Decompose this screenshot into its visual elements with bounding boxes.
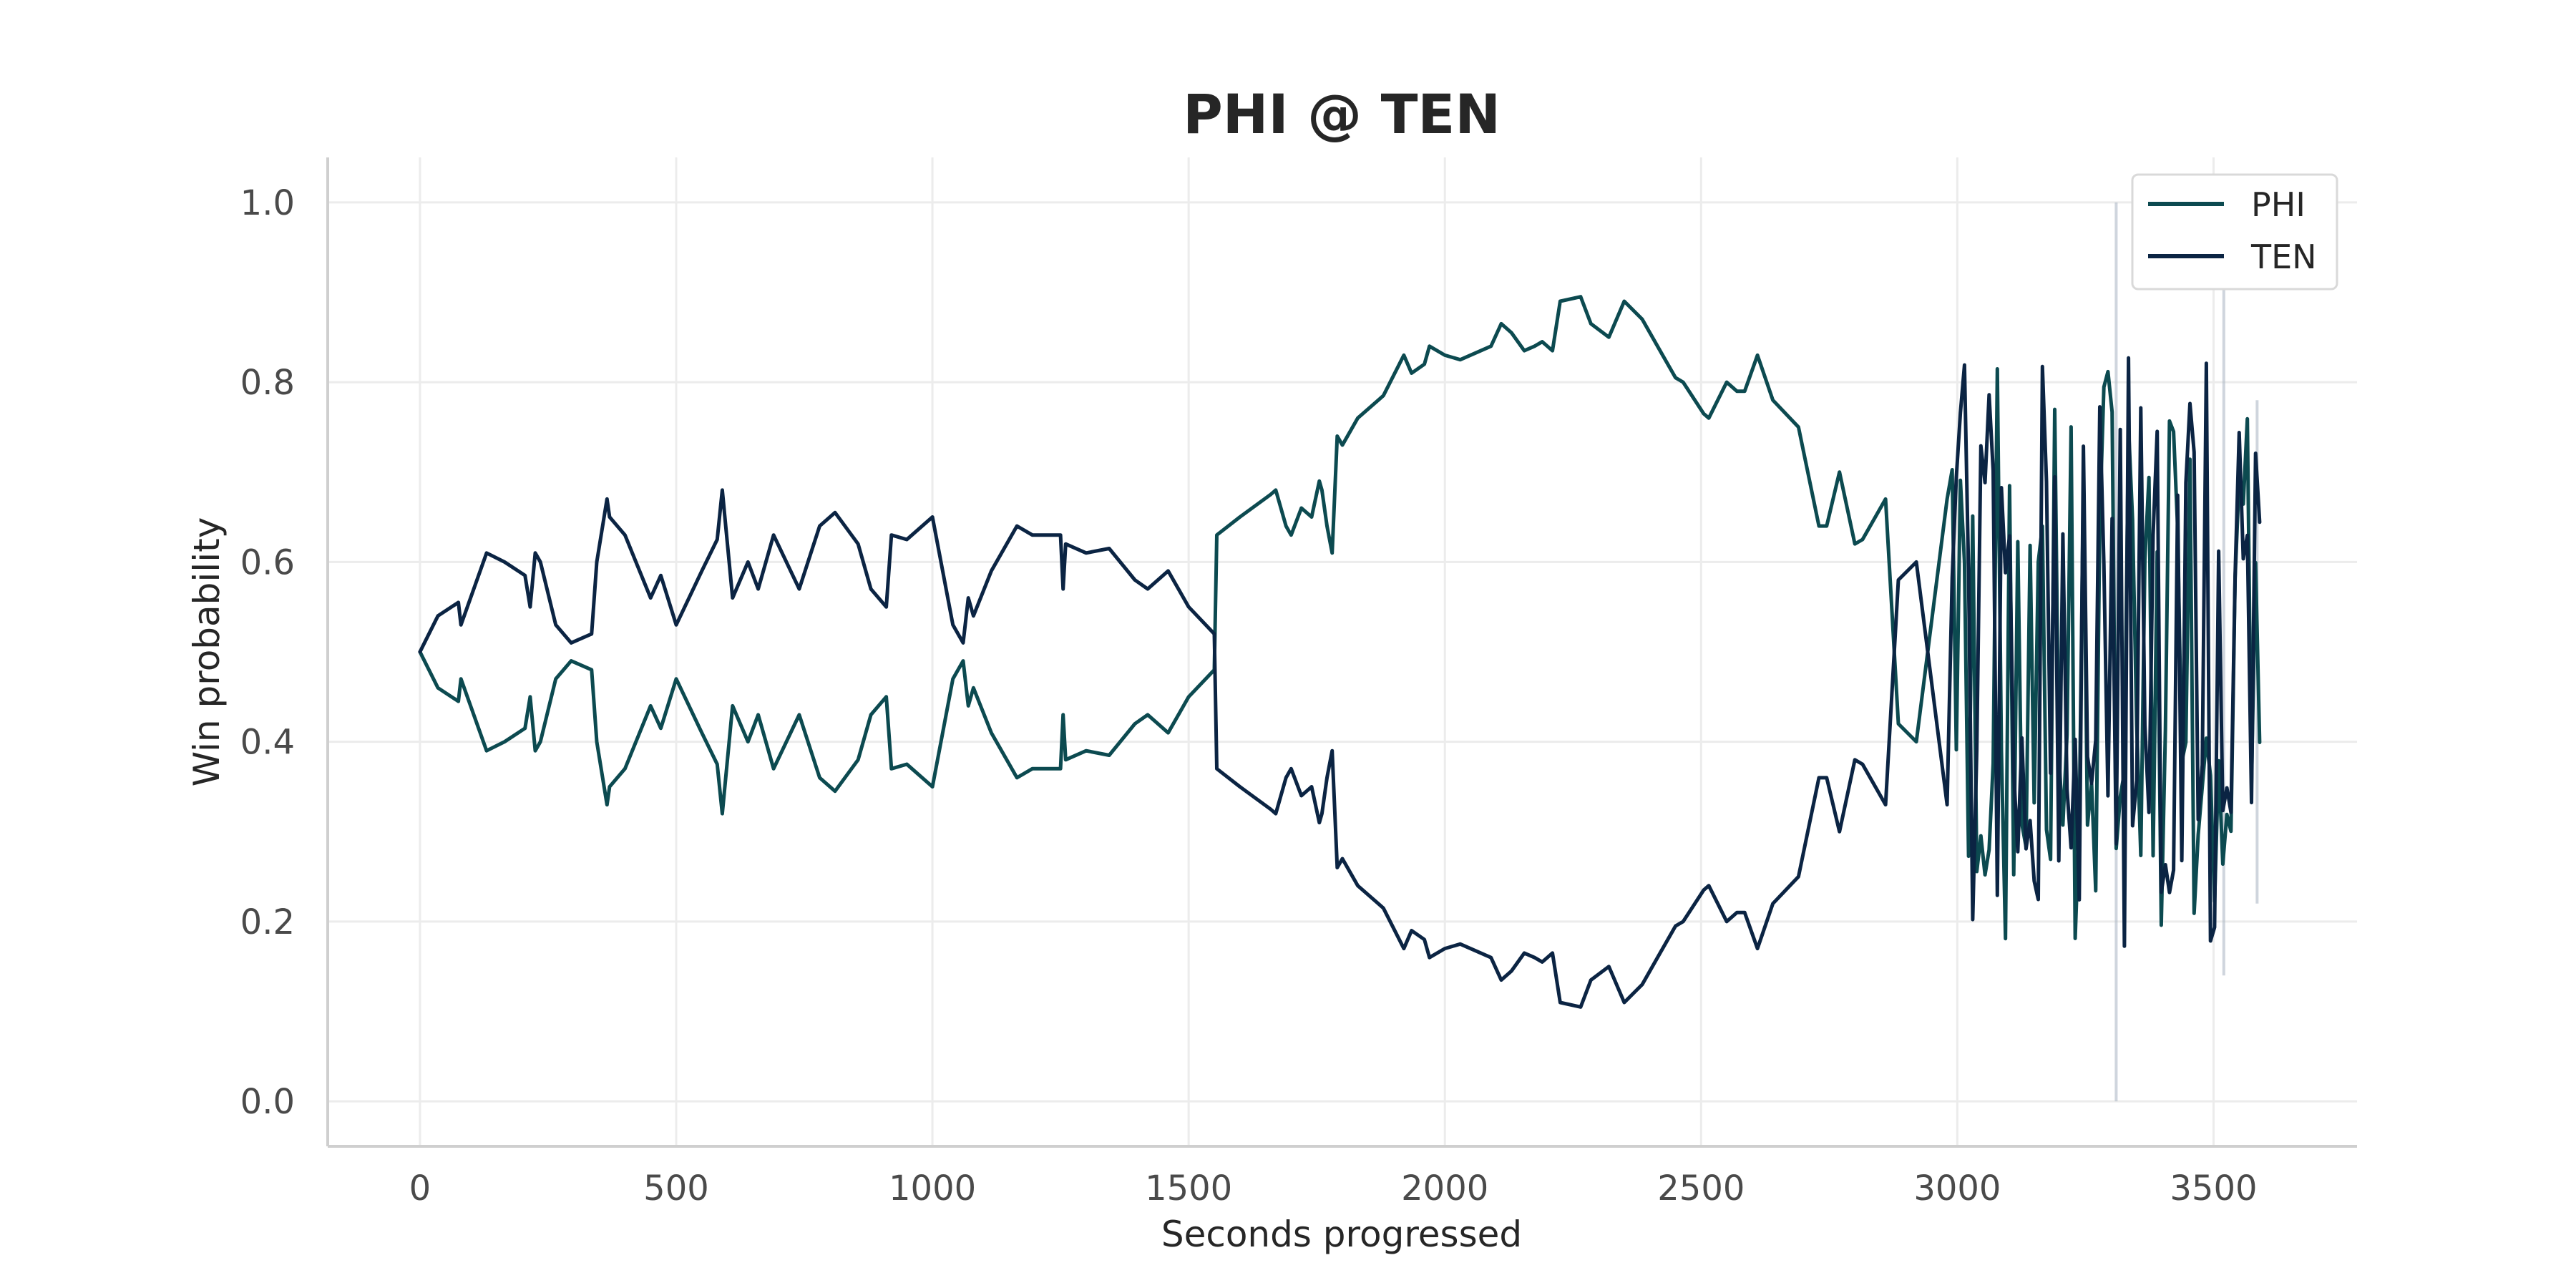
x-tick-label: 1500 [1145,1169,1232,1209]
x-tick-label: 2500 [1657,1169,1745,1209]
grid-lines [328,157,2357,1146]
y-tick-label: 0.4 [240,723,295,763]
x-tick-label: 500 [643,1169,709,1209]
y-tick-label: 1.0 [240,183,295,223]
series-lines [418,295,2262,1009]
y-axis-label: Win probability [186,517,228,787]
y-tick-label: 0.6 [240,542,295,582]
x-tick-label: 1000 [889,1169,976,1209]
y-tick-label: 0.0 [240,1082,295,1122]
legend-label-phi: PHI [2251,185,2306,224]
legend: PHI TEN [2131,173,2338,291]
x-tick-label: 3000 [1913,1169,2001,1209]
x-tick-label: 0 [409,1169,431,1209]
y-tick-label: 0.2 [240,902,295,942]
x-tick-label: 2000 [1401,1169,1488,1209]
chart-title: PHI @ TEN [1183,82,1501,146]
x-axis-label: Seconds progressed [1161,1214,1522,1255]
y-tick-label: 0.8 [240,363,295,403]
tick-labels: 0 500 1000 1500 2000 2500 3000 3500 0.0 0.2 0.4 0.6… [240,183,2258,1209]
series-line-ten [418,356,2262,1009]
series-line-phi [418,295,2262,941]
axes-spines [326,157,2357,1148]
x-tick-label: 3500 [2170,1169,2257,1209]
legend-label-ten: TEN [2250,238,2317,276]
